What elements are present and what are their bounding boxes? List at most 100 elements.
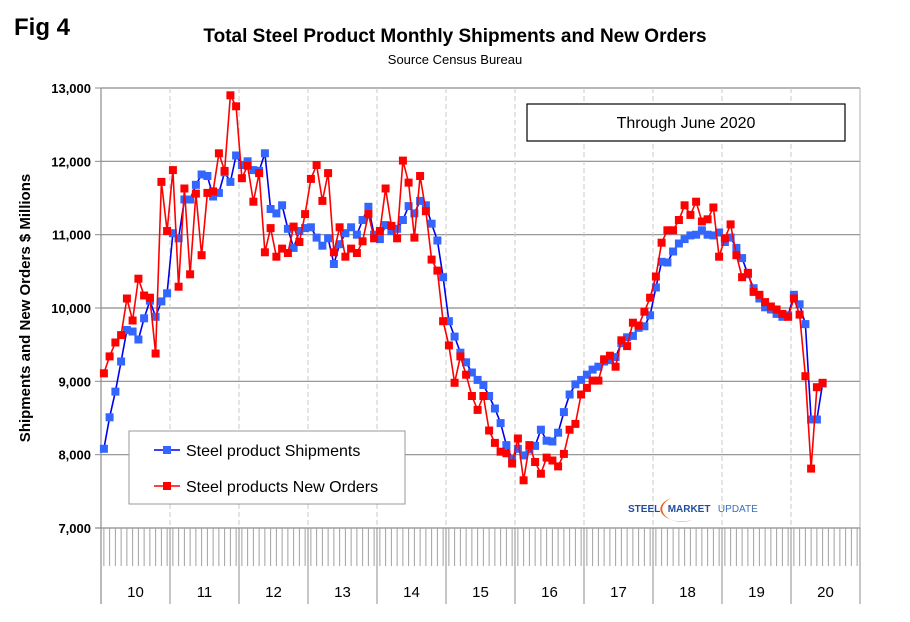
- data-point: [640, 322, 649, 331]
- data-point: [278, 201, 287, 210]
- data-point: [536, 425, 545, 434]
- annotation-text: Through June 2020: [617, 115, 756, 132]
- data-point: [329, 260, 338, 268]
- data-point: [203, 172, 212, 180]
- data-point: [404, 202, 413, 211]
- data-point: [312, 233, 321, 242]
- data-point: [341, 252, 350, 261]
- data-point: [657, 238, 666, 247]
- data-point: [364, 202, 373, 211]
- figure-label: Fig 4: [14, 14, 71, 41]
- data-point: [789, 294, 798, 303]
- data-point: [439, 317, 448, 326]
- data-point: [289, 222, 298, 231]
- logo-text-update: UPDATE: [718, 504, 758, 515]
- data-point: [542, 436, 551, 445]
- data-point: [416, 172, 425, 180]
- data-point: [191, 189, 200, 198]
- data-point: [117, 331, 126, 340]
- data-point: [358, 237, 367, 246]
- data-point: [352, 230, 361, 239]
- data-point: [674, 216, 683, 224]
- data-point: [548, 437, 557, 446]
- chart-subtitle: Source Census Bureau: [387, 52, 523, 67]
- data-point: [559, 449, 568, 458]
- x-tick-label: 14: [403, 584, 420, 601]
- data-point: [214, 188, 223, 197]
- data-point: [709, 203, 718, 212]
- data-point: [588, 365, 597, 374]
- data-point: [812, 383, 821, 392]
- data-point: [726, 233, 735, 242]
- data-point: [295, 227, 304, 235]
- data-point: [249, 197, 258, 206]
- data-point: [490, 404, 499, 413]
- data-point: [565, 390, 574, 399]
- data-point: [134, 274, 143, 283]
- x-tick-label: 11: [197, 584, 213, 601]
- data-point: [122, 294, 131, 303]
- data-point: [301, 210, 310, 219]
- data-point: [772, 309, 781, 318]
- data-point: [502, 449, 511, 458]
- data-point: [692, 230, 701, 239]
- data-point: [128, 327, 137, 336]
- data-point: [726, 220, 735, 229]
- data-point: [151, 349, 160, 358]
- data-point: [151, 312, 160, 321]
- data-point: [450, 378, 459, 387]
- data-point: [628, 331, 637, 340]
- data-point: [611, 353, 620, 362]
- data-point: [249, 166, 258, 175]
- data-point: [347, 223, 356, 232]
- data-point: [266, 205, 275, 213]
- data-point: [335, 240, 344, 249]
- data-point: [209, 187, 218, 196]
- data-point: [375, 235, 384, 244]
- data-point: [490, 438, 499, 447]
- data-point: [772, 305, 781, 314]
- series-line: [103, 92, 824, 481]
- data-point: [582, 370, 591, 379]
- data-point: [674, 239, 683, 248]
- data-point: [669, 247, 678, 256]
- data-point: [180, 184, 189, 193]
- data-point: [818, 378, 827, 387]
- data-point: [795, 310, 804, 319]
- data-point: [433, 266, 442, 275]
- y-tick-label: 8,000: [58, 448, 91, 463]
- data-point: [186, 195, 195, 204]
- data-point: [381, 184, 390, 193]
- data-point: [111, 338, 120, 347]
- data-point: [680, 235, 689, 244]
- publisher-logo: STEEL MARKET UPDATE: [628, 498, 758, 522]
- data-point: [352, 249, 361, 257]
- data-point: [703, 215, 712, 224]
- data-point: [99, 444, 108, 453]
- data-point: [761, 303, 770, 312]
- annotation-box: Through June 2020: [526, 103, 846, 142]
- logo-text-market: MARKET: [668, 504, 711, 515]
- data-point: [554, 428, 563, 437]
- data-point: [128, 316, 137, 325]
- data-point: [145, 293, 154, 302]
- data-point: [410, 209, 419, 218]
- data-point: [801, 372, 810, 381]
- data-point: [663, 258, 672, 267]
- data-point: [117, 357, 126, 366]
- data-point: [594, 362, 603, 371]
- data-point: [387, 221, 396, 230]
- x-tick-label: 15: [472, 584, 489, 601]
- y-axis-ticks: 7,000 8,000 9,000 10,000 11,000 12,000 13,000: [51, 81, 101, 536]
- data-point: [157, 297, 166, 306]
- annotation-frame: [526, 103, 846, 142]
- data-point: [496, 447, 505, 456]
- data-point: [197, 251, 206, 260]
- data-point: [536, 469, 545, 478]
- data-point: [450, 332, 459, 341]
- data-point: [324, 169, 333, 178]
- data-point: [232, 151, 241, 160]
- data-point: [301, 224, 310, 233]
- data-point: [651, 283, 660, 292]
- x-tick-label: 19: [748, 584, 765, 601]
